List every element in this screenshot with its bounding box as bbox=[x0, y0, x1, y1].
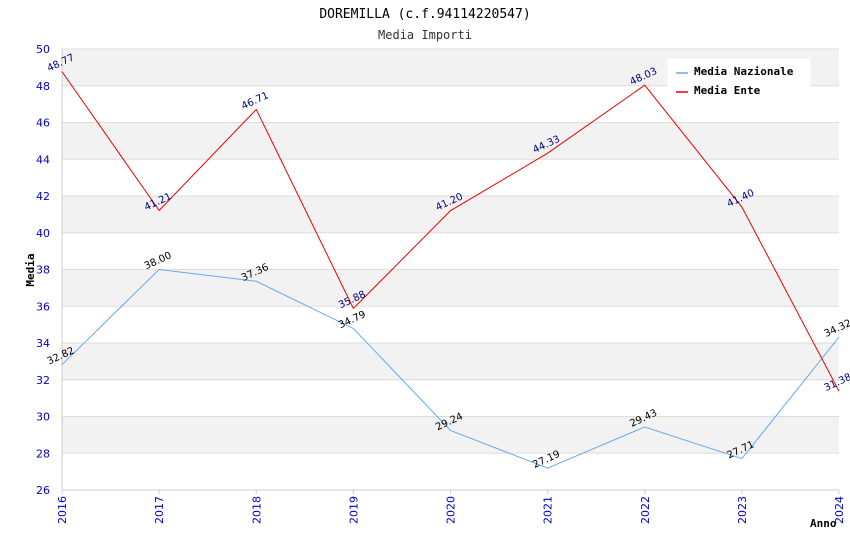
x-tick-label: 2019 bbox=[347, 496, 360, 524]
grid-band bbox=[62, 269, 839, 307]
y-tick-label: 34 bbox=[36, 337, 50, 350]
grid-band bbox=[62, 379, 839, 417]
y-tick-label: 26 bbox=[36, 484, 50, 497]
y-tick-label: 46 bbox=[36, 117, 50, 130]
x-tick-label: 2023 bbox=[736, 496, 749, 524]
y-tick-label: 28 bbox=[36, 447, 50, 460]
grid-band bbox=[62, 416, 839, 454]
y-tick-label: 48 bbox=[36, 80, 50, 93]
series-line-media-ente bbox=[61, 71, 840, 392]
grid-band bbox=[62, 343, 839, 380]
grid-band bbox=[62, 306, 839, 343]
x-tick-label: 2024 bbox=[833, 496, 846, 524]
x-tick-label: 2021 bbox=[542, 496, 555, 524]
grid-band bbox=[62, 122, 839, 160]
y-tick-label: 38 bbox=[36, 264, 50, 277]
y-axis-label: Media bbox=[24, 253, 37, 286]
y-tick-label: 40 bbox=[36, 227, 50, 240]
legend-box bbox=[667, 58, 811, 102]
chart-subtitle: Media Importi bbox=[378, 28, 472, 42]
x-tick-labels: 2016 2017 2018 2019 2020 2021 2022 2023 2024 bbox=[56, 490, 846, 524]
chart-title: DOREMILLA (c.f.94114220547) bbox=[319, 7, 530, 22]
y-tick-label: 42 bbox=[36, 190, 50, 203]
x-tick-label: 2018 bbox=[250, 496, 263, 524]
grid-bands bbox=[62, 49, 839, 490]
legend: Media Nazionale Media Ente bbox=[667, 58, 811, 102]
y-tick-label: 30 bbox=[36, 411, 50, 424]
legend-label-ente: Media Ente bbox=[694, 84, 761, 97]
grid-band bbox=[62, 159, 839, 196]
legend-label-nazionale: Media Nazionale bbox=[694, 65, 794, 78]
y-tick-label: 36 bbox=[36, 300, 50, 313]
x-axis-label: Anno bbox=[810, 517, 837, 530]
x-tick-label: 2022 bbox=[639, 496, 652, 524]
series-lines bbox=[61, 71, 840, 469]
grid-band bbox=[62, 196, 839, 233]
y-tick-label: 50 bbox=[36, 43, 50, 56]
y-tick-label: 44 bbox=[36, 153, 50, 166]
y-tick-label: 32 bbox=[36, 374, 50, 387]
x-tick-label: 2017 bbox=[153, 496, 166, 524]
series-line-media-nazionale bbox=[61, 268, 840, 469]
grid-band bbox=[62, 453, 839, 490]
x-tick-label: 2016 bbox=[56, 496, 69, 524]
y-tick-labels: 26 28 30 32 34 36 38 40 42 44 46 48 50 bbox=[36, 43, 50, 497]
grid-band bbox=[62, 232, 839, 270]
x-tick-label: 2020 bbox=[445, 496, 458, 524]
